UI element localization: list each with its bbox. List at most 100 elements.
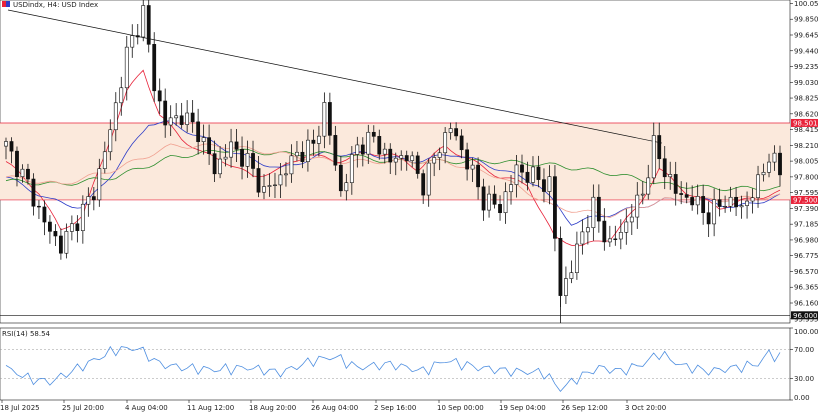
candle xyxy=(437,147,442,171)
candle-body xyxy=(316,135,321,144)
candle xyxy=(399,150,404,171)
candle-body xyxy=(42,206,47,223)
candle xyxy=(767,153,771,178)
candle-body xyxy=(525,171,530,183)
candle-body xyxy=(251,153,255,169)
candle-body xyxy=(344,182,349,192)
candle xyxy=(756,165,760,208)
candle-body xyxy=(629,216,634,223)
price-tick-label: 99.850 xyxy=(794,16,818,24)
candle-body xyxy=(306,139,310,162)
time-tick-label: 10 Sep 00:00 xyxy=(437,404,484,412)
candle-body xyxy=(553,176,557,239)
candle xyxy=(201,124,206,155)
rsi-tick-label: 0.00 xyxy=(794,394,810,402)
candle xyxy=(673,161,678,206)
candle-body xyxy=(564,278,568,296)
time-tick-label: 26 Sep 12:00 xyxy=(561,404,608,412)
candle xyxy=(739,195,744,219)
candle-body xyxy=(393,157,398,163)
price-tick-label: 98.210 xyxy=(794,142,818,150)
candle xyxy=(185,100,190,133)
candle-body xyxy=(152,44,157,92)
candle xyxy=(245,140,250,178)
rsi-panel: 100.00 70.00 30.00 0.00 RSI(14) 58.54 xyxy=(0,327,818,402)
candle xyxy=(646,164,651,200)
candle xyxy=(690,185,695,211)
candle xyxy=(520,154,524,184)
candle xyxy=(179,102,184,129)
candle xyxy=(26,163,30,185)
candle xyxy=(712,188,717,237)
candle xyxy=(465,142,470,181)
candle xyxy=(223,144,228,167)
candle-body xyxy=(64,231,69,254)
level-badge-label: 96.000 xyxy=(793,312,818,320)
candle xyxy=(542,168,546,203)
candle-body xyxy=(750,197,755,202)
candle-body xyxy=(295,151,299,157)
candle xyxy=(701,184,706,225)
candle xyxy=(86,187,91,217)
trendline xyxy=(7,9,663,144)
candle-body xyxy=(767,161,771,173)
candle xyxy=(327,92,332,145)
candle-body xyxy=(470,164,475,170)
candle-body xyxy=(135,35,140,38)
candle-body xyxy=(684,194,689,198)
candle xyxy=(338,156,343,197)
candle-body xyxy=(574,243,579,273)
candle-body xyxy=(624,221,629,233)
candle-body xyxy=(739,205,744,208)
candle xyxy=(443,127,448,164)
candle-body xyxy=(607,238,612,243)
candle-body xyxy=(662,158,667,178)
candle xyxy=(662,146,667,190)
candle xyxy=(113,92,118,142)
candle-body xyxy=(646,177,651,195)
rsi-axis-ticks: 100.00 70.00 30.00 0.00 xyxy=(790,327,818,402)
rsi-panel-frame xyxy=(0,327,791,401)
candle-body xyxy=(531,166,535,183)
symbol-header: USDindx, H4: USD Index xyxy=(2,1,98,9)
candle-body xyxy=(651,135,656,179)
rsi-tick-label: 30.00 xyxy=(794,375,814,383)
candle xyxy=(421,169,426,204)
candle-body xyxy=(86,196,91,205)
candle xyxy=(168,105,173,137)
candle xyxy=(613,225,618,246)
candle xyxy=(20,164,25,183)
price-tick-label: 97.185 xyxy=(794,221,818,229)
candle-body xyxy=(602,220,607,243)
candle xyxy=(761,163,766,182)
candle xyxy=(706,201,711,237)
candle xyxy=(53,224,58,247)
candle xyxy=(547,165,552,205)
candle-body xyxy=(234,141,239,150)
price-tick-label: 96.160 xyxy=(794,300,818,308)
candle xyxy=(602,208,607,251)
candle xyxy=(262,174,266,200)
ma-line-fast xyxy=(5,69,781,247)
candle xyxy=(48,215,52,244)
candle xyxy=(119,76,124,116)
candle-body xyxy=(717,199,722,207)
candle-body xyxy=(355,144,360,155)
candle xyxy=(393,152,398,176)
candle xyxy=(481,178,486,221)
candle xyxy=(470,157,475,183)
price-tick-label: 97.390 xyxy=(794,205,818,213)
candle-body xyxy=(15,150,19,177)
candle xyxy=(695,184,700,215)
candle-body xyxy=(97,168,102,201)
candle-body xyxy=(284,173,288,176)
candle-body xyxy=(377,136,382,155)
candle xyxy=(37,200,41,219)
price-tick-label: 96.775 xyxy=(794,252,818,260)
candle xyxy=(295,140,299,162)
candle-body xyxy=(4,141,8,147)
candle xyxy=(278,162,283,198)
candle-body xyxy=(262,186,266,193)
candle xyxy=(596,184,601,233)
